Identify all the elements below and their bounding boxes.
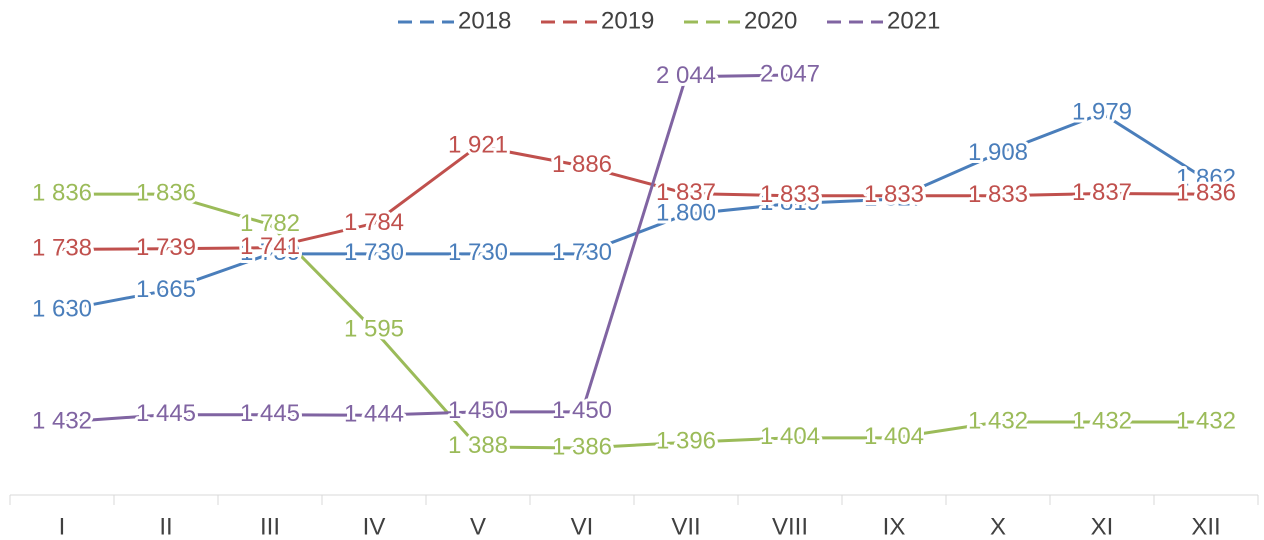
data-label: 1 595 [344, 315, 404, 342]
x-tick-label: V [470, 513, 486, 540]
data-label: 1 782 [240, 210, 300, 237]
data-label: 1 386 [552, 433, 612, 460]
data-label: 1 741 [240, 233, 300, 260]
data-label: 1 921 [448, 131, 508, 158]
data-label: 1 819 [760, 189, 820, 216]
data-label: 1 730 [448, 239, 508, 266]
data-label: 1 730 [552, 239, 612, 266]
data-label: 1 833 [864, 181, 924, 208]
data-label: 1 836 [32, 179, 92, 206]
data-label: 2 044 [656, 62, 716, 89]
data-label: 1 836 [136, 179, 196, 206]
data-label: 1 730 [344, 239, 404, 266]
series-line [61, 73, 791, 424]
data-label: 1 827 [864, 184, 924, 211]
series-line [61, 144, 1207, 251]
data-label: 1 886 [552, 151, 612, 178]
legend-label: 2018 [458, 7, 511, 34]
x-tick-label: I [59, 513, 66, 540]
data-label: 1 730 [240, 239, 300, 266]
series-line [61, 111, 1207, 312]
data-label: 1 432 [32, 407, 92, 434]
data-label: 1 738 [32, 235, 92, 262]
data-label: 1 862 [1176, 165, 1236, 192]
legend-label: 2019 [601, 7, 654, 34]
data-label: 1 836 [1176, 179, 1236, 206]
data-label: 1 445 [240, 400, 300, 427]
data-label: 1 450 [448, 397, 508, 424]
data-label: 1 979 [1072, 99, 1132, 126]
data-label: 1 396 [656, 428, 716, 455]
data-label: 1 739 [136, 234, 196, 261]
data-label: 1 837 [656, 179, 716, 206]
data-label: 1 432 [968, 407, 1028, 434]
data-label: 1 833 [968, 181, 1028, 208]
x-tick-label: XII [1191, 513, 1220, 540]
x-tick-label: XI [1091, 513, 1114, 540]
data-label: 1 630 [32, 296, 92, 323]
legend-label: 2020 [744, 7, 797, 34]
x-tick-label: IX [883, 513, 906, 540]
x-tick-label: X [990, 513, 1006, 540]
data-label: 1 837 [1072, 179, 1132, 206]
x-tick-label: II [159, 513, 172, 540]
data-label: 2 047 [760, 60, 820, 87]
data-label: 1 404 [864, 423, 924, 450]
x-tick-label: IV [363, 513, 386, 540]
data-label: 1 404 [760, 423, 820, 450]
data-label: 1 444 [344, 401, 404, 428]
data-label: 1 445 [136, 400, 196, 427]
x-tick-label: VII [671, 513, 700, 540]
data-label: 1 388 [448, 432, 508, 459]
x-tick-label: VI [571, 513, 594, 540]
data-label: 1 432 [1176, 407, 1236, 434]
data-label: 1 833 [760, 181, 820, 208]
data-label: 1 665 [136, 276, 196, 303]
data-label: 1 800 [656, 200, 716, 227]
data-label: 1 908 [968, 139, 1028, 166]
x-tick-label: VIII [772, 513, 808, 540]
data-label: 1 784 [344, 209, 404, 236]
series-line [62, 192, 1206, 450]
data-label: 1 450 [552, 397, 612, 424]
data-label: 1 432 [1072, 407, 1132, 434]
x-tick-label: III [260, 513, 280, 540]
legend-label: 2021 [887, 7, 940, 34]
